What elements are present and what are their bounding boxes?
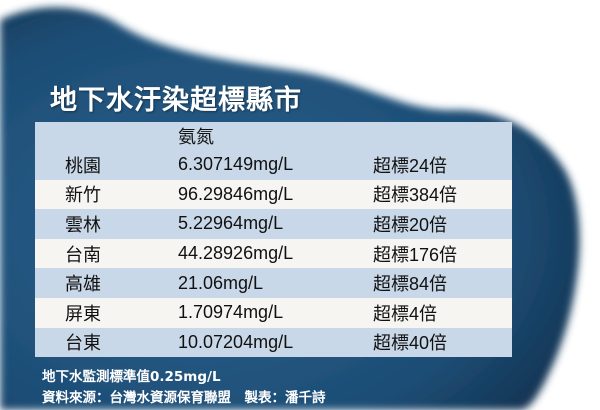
ammonia-value-cell: 10.07204mg/L: [168, 327, 373, 358]
exceed-cell: 超標20倍: [373, 209, 512, 239]
header-county: [35, 122, 168, 150]
county-cell: 桃園: [35, 150, 168, 180]
ammonia-value-cell: 6.307149mg/L: [168, 150, 373, 180]
table-row: 台南 44.28926mg/L 超標176倍: [35, 238, 512, 269]
source-note: 資料來源：台灣水資源保育聯盟 製表：潘千詩: [42, 390, 326, 406]
exceed-cell: 超標176倍: [373, 238, 512, 269]
pollution-table: 氨氮 桃園 6.307149mg/L 超標24倍 新竹 96.29846mg/L 超標38…: [35, 122, 512, 358]
county-cell: 屏東: [35, 297, 168, 328]
ammonia-value-cell: 96.29846mg/L: [168, 179, 373, 210]
county-cell: 台南: [35, 238, 168, 269]
exceed-cell: 超標384倍: [373, 179, 512, 210]
exceed-cell: 超標4倍: [373, 297, 512, 328]
ammonia-value-cell: 44.28926mg/L: [168, 238, 373, 269]
ammonia-value-cell: 5.22964mg/L: [168, 209, 373, 239]
table-row: 桃園 6.307149mg/L 超標24倍: [35, 150, 512, 180]
county-cell: 新竹: [35, 179, 168, 210]
exceed-cell: 超標40倍: [373, 327, 512, 358]
table-row: 新竹 96.29846mg/L 超標384倍: [35, 179, 512, 210]
county-cell: 雲林: [35, 209, 168, 239]
table-header-row: 氨氮: [35, 122, 512, 150]
page-title: 地下水汙染超標縣市: [50, 85, 302, 116]
standard-note: 地下水監測標準值0.25mg/L: [42, 369, 221, 385]
exceed-cell: 超標84倍: [373, 268, 512, 298]
ammonia-value-cell: 21.06mg/L: [168, 268, 373, 298]
header-ammonia: 氨氮: [168, 122, 373, 150]
county-cell: 高雄: [35, 268, 168, 298]
exceed-cell: 超標24倍: [373, 150, 512, 180]
table-row: 台東 10.07204mg/L 超標40倍: [35, 327, 512, 358]
ammonia-value-cell: 1.70974mg/L: [168, 297, 373, 328]
county-cell: 台東: [35, 327, 168, 358]
table-row: 高雄 21.06mg/L 超標84倍: [35, 268, 512, 298]
header-exceed: [373, 122, 512, 150]
table-row: 雲林 5.22964mg/L 超標20倍: [35, 209, 512, 239]
table-row: 屏東 1.70974mg/L 超標4倍: [35, 297, 512, 328]
